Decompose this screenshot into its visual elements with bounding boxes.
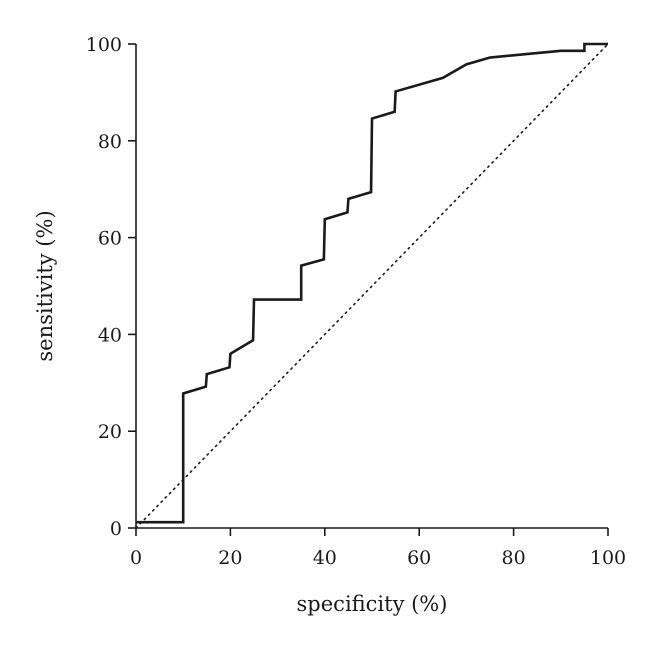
series-layer [135, 42, 609, 529]
x-tick-label: 20 [218, 547, 242, 569]
y-tick-label: 20 [98, 421, 122, 443]
y-tick-label: 40 [98, 324, 122, 346]
ticks: 0 20 40 60 80 100 0 20 40 60 80 100 [86, 34, 626, 569]
x-axis-label: specificity (%) [297, 592, 448, 616]
y-axis-label: sensitivity (%) [33, 210, 57, 361]
x-tick-label: 100 [590, 547, 626, 569]
x-tick-label: 80 [502, 547, 526, 569]
roc-curve-line [136, 42, 608, 524]
y-tick-label: 0 [110, 518, 122, 540]
y-tick-label: 60 [98, 228, 122, 250]
axes [135, 44, 608, 529]
x-tick-label: 60 [407, 547, 431, 569]
y-tick-label: 100 [86, 34, 122, 56]
x-tick-label: 40 [313, 547, 337, 569]
y-tick-label: 80 [98, 131, 122, 153]
reference-diagonal-line [135, 43, 609, 529]
x-tick-label: 0 [130, 547, 142, 569]
